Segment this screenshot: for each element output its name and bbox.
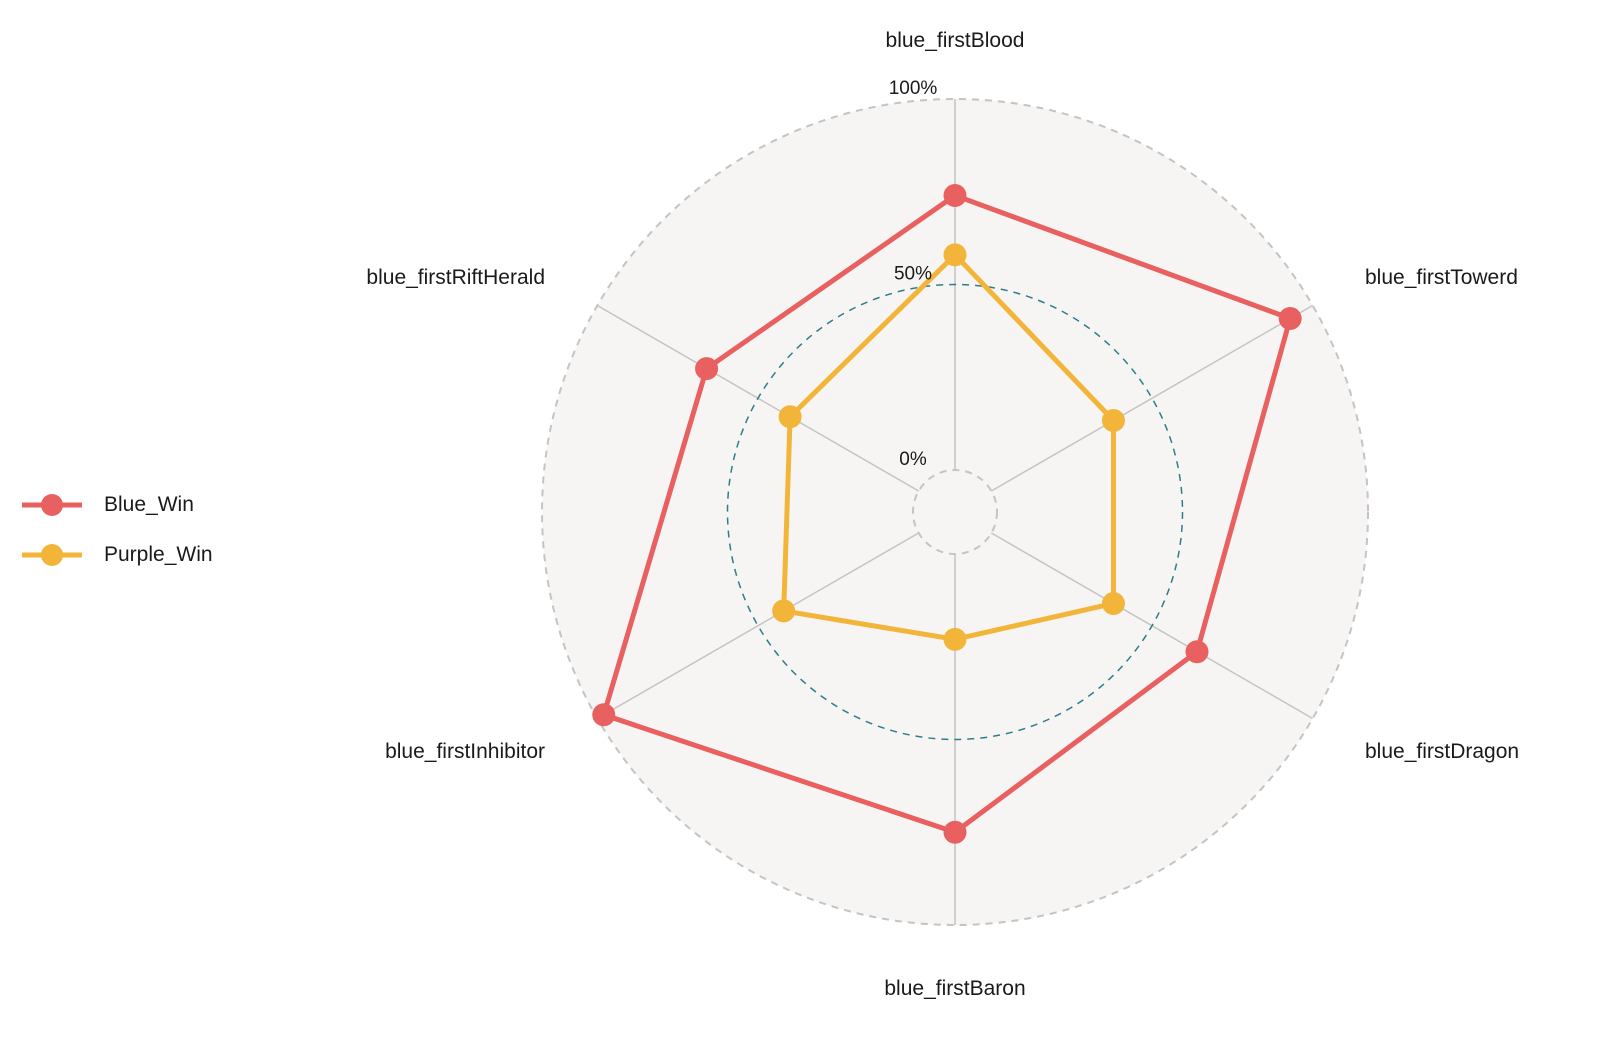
data-point-blue-win[interactable] — [1278, 306, 1302, 330]
grid-circle — [726, 283, 1184, 741]
axis-label: blue_firstBaron — [884, 977, 1025, 1000]
legend-label-purple-win: Purple_Win — [104, 543, 213, 566]
legend-swatch-purple-win — [22, 544, 82, 566]
legend: Blue_Win Purple_Win — [20, 480, 213, 580]
axis-label: blue_firstBlood — [886, 29, 1025, 52]
data-point-blue-win[interactable] — [943, 183, 967, 207]
legend-item-blue-win[interactable]: Blue_Win — [20, 480, 213, 530]
axis-label: blue_firstRiftHerald — [366, 266, 545, 289]
data-point-purple-win[interactable] — [1101, 591, 1125, 615]
legend-label-blue-win: Blue_Win — [104, 493, 194, 516]
data-point-blue-win[interactable] — [592, 703, 616, 727]
grid-label: 100% — [889, 78, 938, 99]
data-point-blue-win[interactable] — [943, 820, 967, 844]
plot-background — [542, 99, 1368, 925]
data-point-purple-win[interactable] — [943, 627, 967, 651]
grid-circle — [912, 469, 998, 555]
chart-background — [542, 99, 1368, 925]
grid-label: 0% — [899, 449, 927, 470]
data-point-purple-win[interactable] — [943, 243, 967, 267]
data-point-blue-win[interactable] — [695, 357, 719, 381]
grid-circles — [541, 98, 1369, 926]
data-point-purple-win[interactable] — [1101, 409, 1125, 433]
series-layer — [592, 183, 1302, 844]
data-point-blue-win[interactable] — [1185, 640, 1209, 664]
grid-circle — [541, 98, 1369, 926]
data-point-purple-win[interactable] — [772, 599, 796, 623]
label-layer: 0% 50% 100% blue_firstBlood blue_firstTowerd… — [366, 29, 1519, 1000]
data-point-purple-win[interactable] — [778, 405, 802, 429]
axis-label: blue_firstDragon — [1365, 740, 1519, 763]
legend-item-purple-win[interactable]: Purple_Win — [20, 530, 213, 580]
axis-label: blue_firstTowerd — [1365, 266, 1518, 289]
legend-swatch-blue-win — [22, 494, 82, 516]
spoke-line — [990, 304, 1314, 492]
axis-label: blue_firstInhibitor — [385, 740, 545, 763]
grid-label: 50% — [894, 264, 932, 285]
spoke-line — [596, 532, 920, 720]
